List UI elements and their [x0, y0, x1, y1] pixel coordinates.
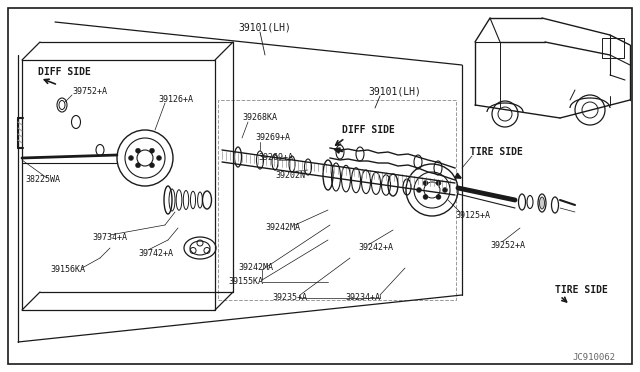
Bar — [602, 38, 624, 58]
Text: 39234+A: 39234+A — [345, 294, 380, 302]
Text: 39242+A: 39242+A — [358, 244, 393, 253]
Circle shape — [423, 195, 428, 199]
Circle shape — [136, 148, 141, 153]
Ellipse shape — [540, 197, 545, 209]
Circle shape — [129, 155, 134, 160]
Circle shape — [442, 187, 447, 192]
Text: DIFF SIDE: DIFF SIDE — [342, 125, 395, 135]
Text: 39268KA: 39268KA — [242, 113, 277, 122]
Text: 39126+A: 39126+A — [158, 96, 193, 105]
Text: 39252+A: 39252+A — [490, 241, 525, 250]
Circle shape — [436, 180, 441, 186]
Text: 39156KA: 39156KA — [50, 266, 85, 275]
Text: 38225WA: 38225WA — [25, 176, 60, 185]
Text: JC910062: JC910062 — [572, 353, 615, 362]
Text: 39269+A: 39269+A — [255, 134, 290, 142]
Circle shape — [150, 163, 154, 168]
Bar — [218, 100, 456, 300]
Text: 39155KA: 39155KA — [228, 278, 263, 286]
Text: 39235+A: 39235+A — [272, 294, 307, 302]
Text: 39125+A: 39125+A — [455, 211, 490, 219]
Circle shape — [157, 155, 161, 160]
Circle shape — [417, 187, 422, 192]
Text: 39734+A: 39734+A — [92, 234, 127, 243]
Circle shape — [436, 195, 441, 199]
Text: TIRE SIDE: TIRE SIDE — [555, 285, 608, 295]
Text: 39242MA: 39242MA — [238, 263, 273, 273]
Circle shape — [423, 180, 428, 186]
Text: DIFF SIDE: DIFF SIDE — [38, 67, 91, 77]
Circle shape — [136, 163, 141, 168]
Text: 39742+A: 39742+A — [138, 248, 173, 257]
Text: 39752+A: 39752+A — [72, 87, 107, 96]
Text: 39242MA: 39242MA — [265, 224, 300, 232]
Text: 39101(LH): 39101(LH) — [368, 87, 421, 97]
Text: 39269+A: 39269+A — [258, 154, 293, 163]
Text: 39101(LH): 39101(LH) — [238, 23, 291, 33]
Text: TIRE SIDE: TIRE SIDE — [470, 147, 523, 157]
Text: 39202N: 39202N — [275, 170, 305, 180]
Circle shape — [150, 148, 154, 153]
